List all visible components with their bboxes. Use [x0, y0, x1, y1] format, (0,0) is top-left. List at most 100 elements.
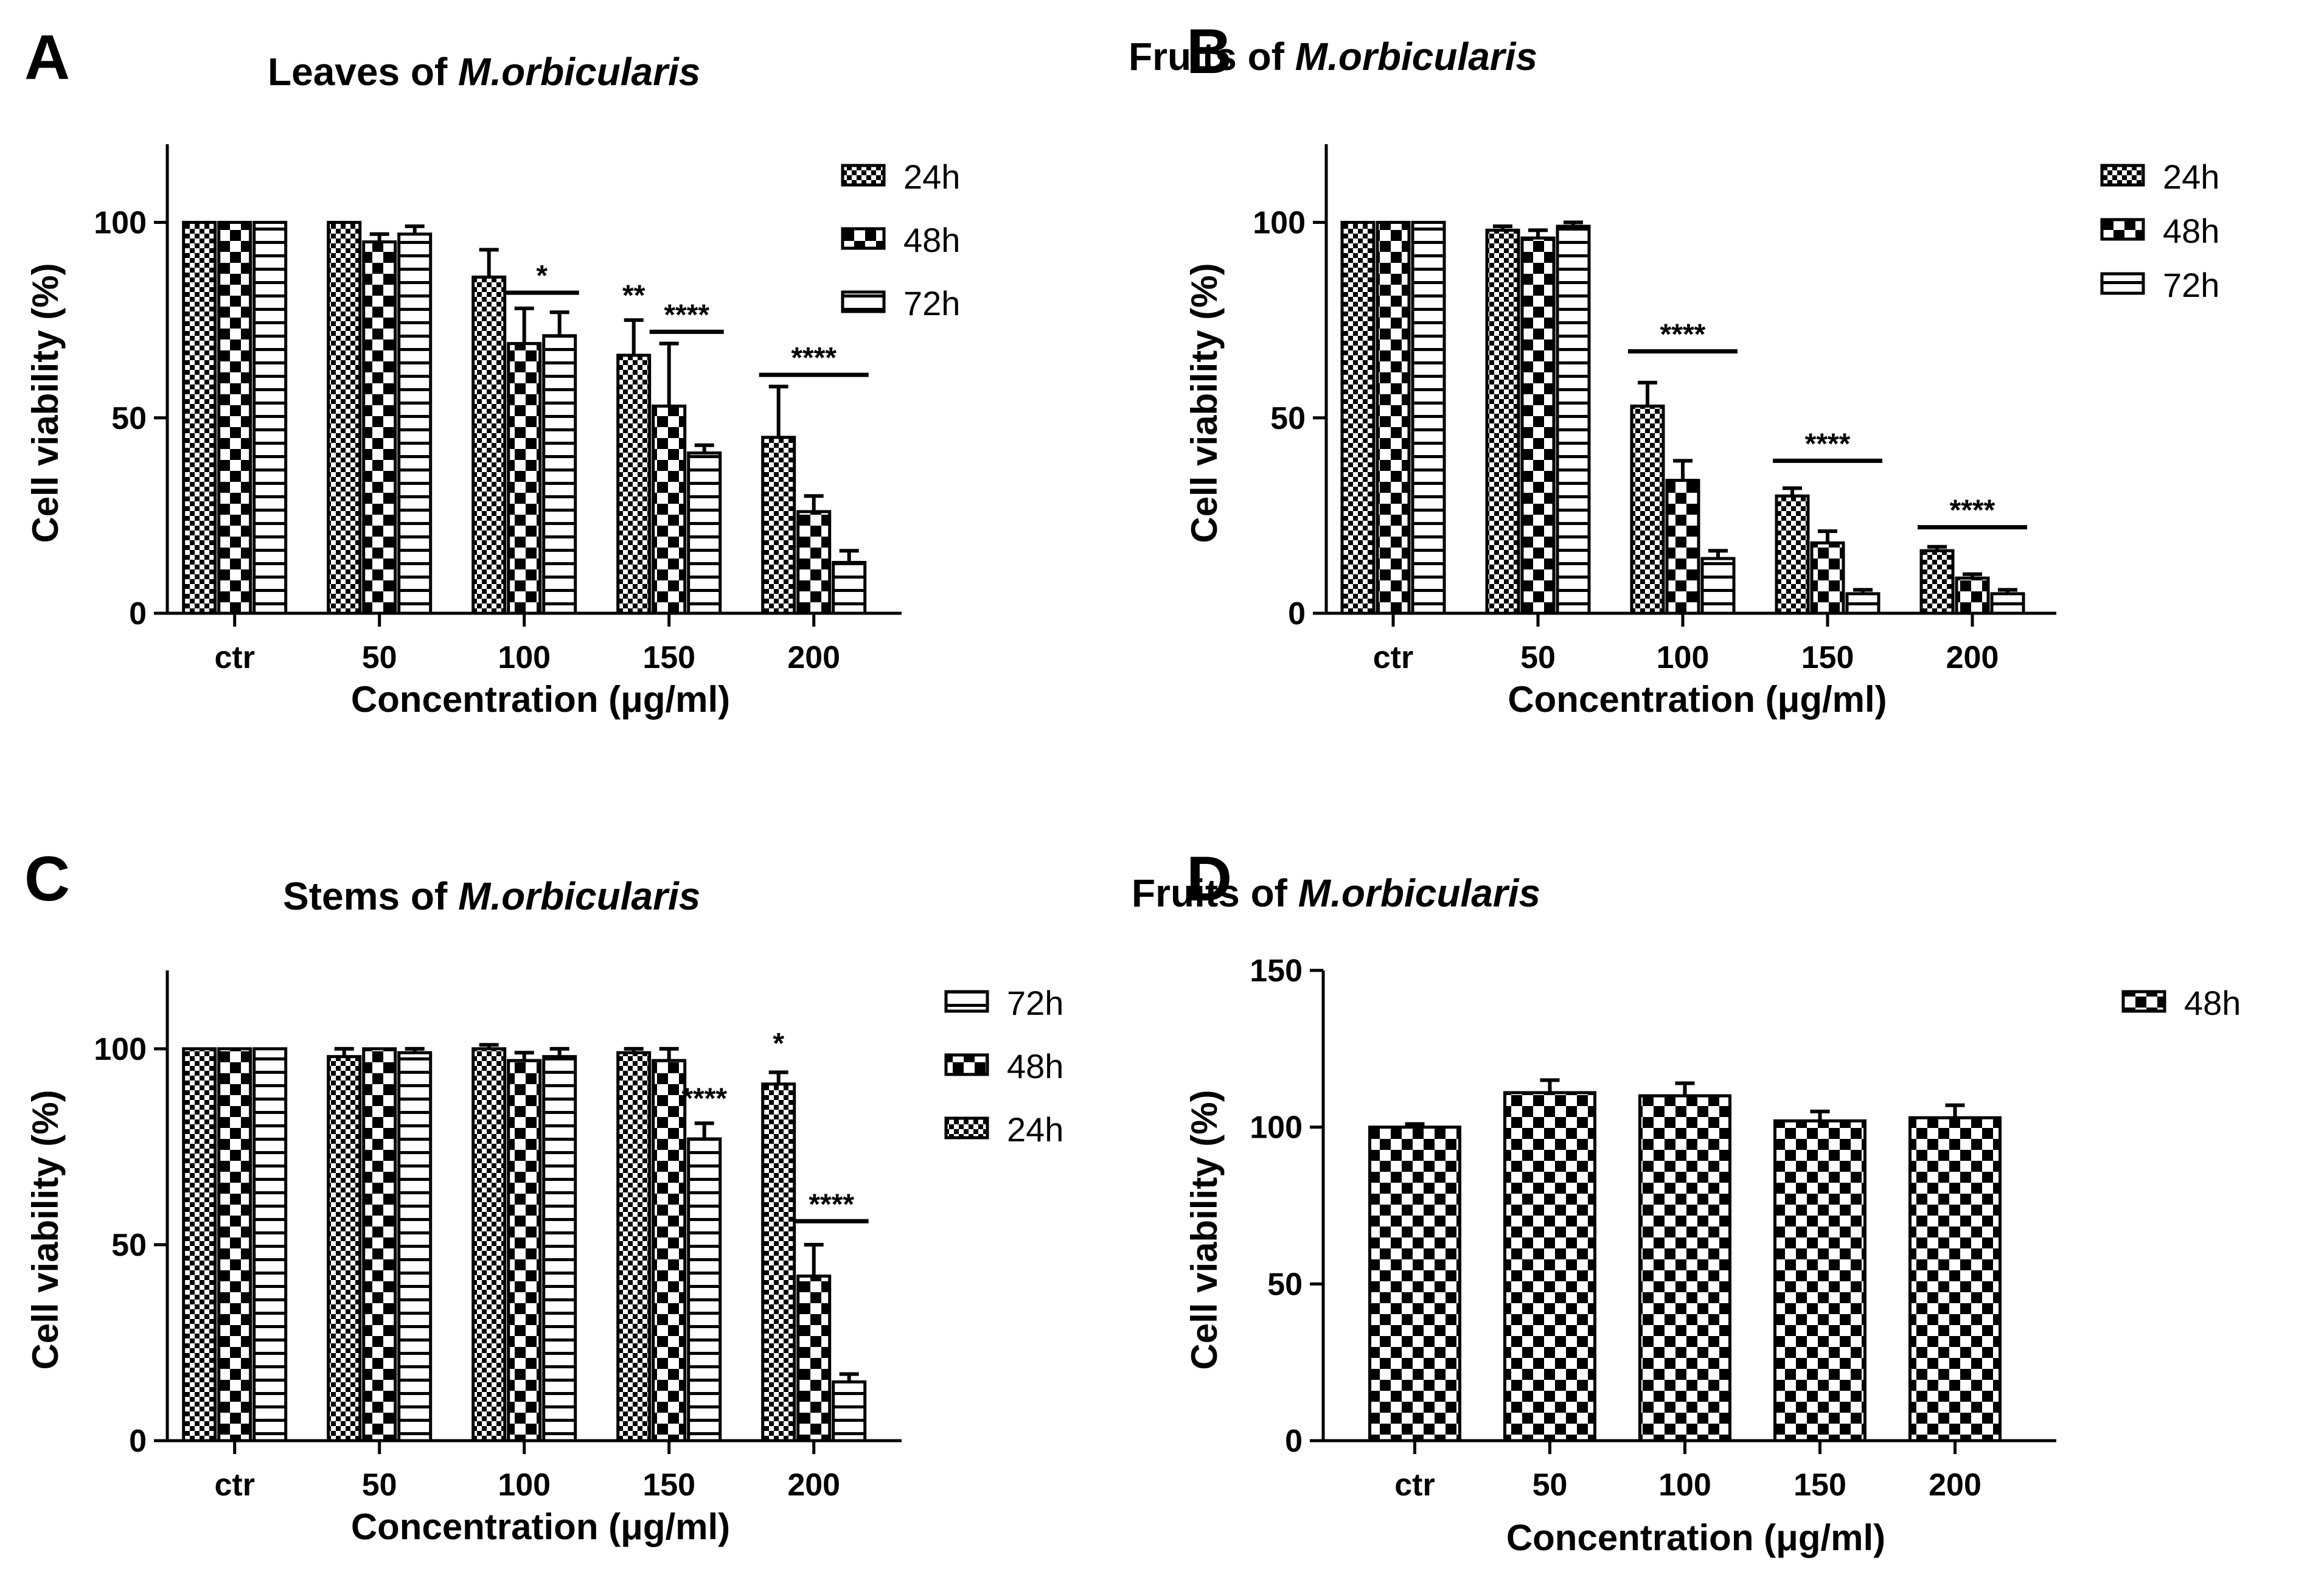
x-tick-label: 200 [1929, 1467, 1981, 1503]
bar-48h-100 [507, 342, 542, 615]
bar-72h-50 [397, 1051, 433, 1443]
significance-label: **** [681, 1082, 727, 1115]
legend-swatch-72h [841, 290, 886, 313]
x-tick-label: ctr [214, 640, 254, 675]
y-tick-label: 100 [94, 1032, 147, 1067]
legend-label-48h: 48h [1007, 1047, 1063, 1085]
y-axis-title: Cell viability (%) [25, 263, 66, 543]
bar-24h-150 [616, 353, 652, 615]
chart-title: Leaves of M.orbicularis [268, 50, 700, 94]
y-tick-label: 0 [129, 1424, 147, 1459]
bar-72h-100 [1700, 557, 1736, 615]
legend-label-24h: 24h [1007, 1110, 1063, 1149]
y-tick-label: 0 [129, 596, 147, 632]
x-tick-label: 100 [498, 1467, 551, 1503]
legend-label-48h: 48h [903, 221, 960, 259]
x-tick-label: 150 [1793, 1467, 1846, 1503]
panel-letter: D [1186, 844, 1232, 914]
bar-72h-ctr [252, 221, 288, 615]
bar-48h-150 [652, 1059, 687, 1443]
bar-48h-200 [796, 1274, 832, 1443]
bar-72h-150 [687, 451, 722, 615]
x-tick-label: 100 [1657, 640, 1710, 675]
y-tick-label: 50 [111, 401, 147, 436]
legend-swatch-24h [2100, 164, 2145, 187]
bar-72h-200 [1990, 592, 2025, 615]
y-tick-label: 100 [1250, 1110, 1303, 1146]
bar-72h-ctr [1411, 221, 1446, 615]
bar-24h-100 [471, 275, 507, 615]
y-tick-label: 100 [1253, 206, 1306, 241]
y-tick-label: 50 [111, 1228, 147, 1263]
bar-72h-200 [832, 560, 867, 615]
y-tick-label: 50 [1270, 401, 1306, 436]
x-tick-label: 200 [787, 1467, 840, 1503]
legend-swatch-72h [2100, 272, 2145, 295]
bar-48h-50 [1503, 1091, 1596, 1443]
bar-48h-ctr [1368, 1126, 1461, 1443]
significance-label: * [536, 260, 548, 292]
bar-24h-ctr [182, 221, 217, 615]
bar-48h-100 [1665, 479, 1700, 615]
bar-24h-200 [761, 436, 796, 615]
bar-24h-100 [1630, 404, 1665, 615]
legend-label-72h: 72h [903, 284, 960, 322]
bar-24h-200 [1919, 549, 1955, 615]
legend-label-48h: 48h [2184, 984, 2241, 1022]
x-tick-label: ctr [1373, 640, 1413, 675]
legend-swatch-48h [841, 227, 886, 250]
legend-label-72h: 72h [1007, 984, 1063, 1022]
x-tick-label: 150 [642, 1467, 695, 1503]
x-tick-label: 200 [1946, 640, 1999, 675]
bar-72h-200 [832, 1380, 867, 1443]
bar-24h-50 [327, 1055, 362, 1443]
legend-swatch-48h [2100, 218, 2145, 241]
panel-letter: A [24, 23, 70, 93]
significance-label: **** [791, 342, 837, 374]
bar-48h-150 [1810, 541, 1845, 615]
x-axis-title: Concentration (μg/ml) [351, 1506, 730, 1547]
bar-48h-ctr [1376, 221, 1411, 615]
y-tick-label: 150 [1250, 953, 1303, 989]
panel-c: C Stems of M.orbicularis 0 50 100 ctr 50 100 150… [24, 844, 1063, 1547]
x-axis-title: Concentration (μg/ml) [1506, 1517, 1885, 1558]
significance-label: ** [622, 279, 645, 311]
significance-label: **** [1805, 428, 1851, 460]
bar-48h-ctr [217, 221, 252, 615]
x-tick-label: 50 [1533, 1467, 1568, 1503]
x-axis-title: Concentration (μg/ml) [1508, 679, 1887, 720]
bar-48h-50 [1520, 236, 1556, 615]
bar-24h-50 [327, 221, 362, 615]
chart-panels: A Leaves of M.orbicularis 0 50 100 ctr 50 100 15… [24, 16, 2241, 1558]
bar-24h-200 [761, 1082, 796, 1443]
chart-title: Fruits of M.orbicularis [1129, 35, 1537, 78]
bar-48h-100 [507, 1059, 542, 1443]
bar-48h-200 [796, 510, 832, 615]
chart-title: Stems of M.orbicularis [283, 874, 700, 918]
x-tick-label: 50 [1520, 640, 1556, 675]
legend-swatch-24h [944, 1116, 989, 1140]
significance-label: **** [1660, 319, 1706, 351]
legend-label-24h: 24h [2163, 158, 2219, 196]
bar-72h-100 [542, 334, 577, 615]
bar-72h-ctr [252, 1047, 288, 1443]
y-tick-label: 0 [1288, 596, 1306, 632]
x-tick-label: 200 [787, 640, 840, 675]
significance-label: **** [809, 1188, 854, 1220]
significance-label: **** [664, 299, 709, 331]
bar-24h-100 [471, 1047, 507, 1443]
bar-48h-150 [652, 404, 687, 615]
y-axis-title: Cell viability (%) [1184, 1090, 1225, 1369]
x-tick-label: 100 [1658, 1467, 1711, 1503]
bar-48h-ctr [217, 1047, 252, 1443]
y-tick-label: 50 [1267, 1267, 1303, 1302]
panel-a: A Leaves of M.orbicularis 0 50 100 ctr 50 100 15… [24, 23, 960, 720]
legend-label-48h: 48h [2163, 212, 2219, 250]
y-axis-title: Cell viability (%) [1184, 263, 1225, 543]
legend-label-72h: 72h [2163, 266, 2219, 304]
bar-72h-100 [542, 1055, 577, 1443]
panel-letter: C [24, 844, 70, 914]
y-axis-title: Cell viability (%) [25, 1090, 66, 1369]
bar-24h-150 [1775, 494, 1810, 615]
